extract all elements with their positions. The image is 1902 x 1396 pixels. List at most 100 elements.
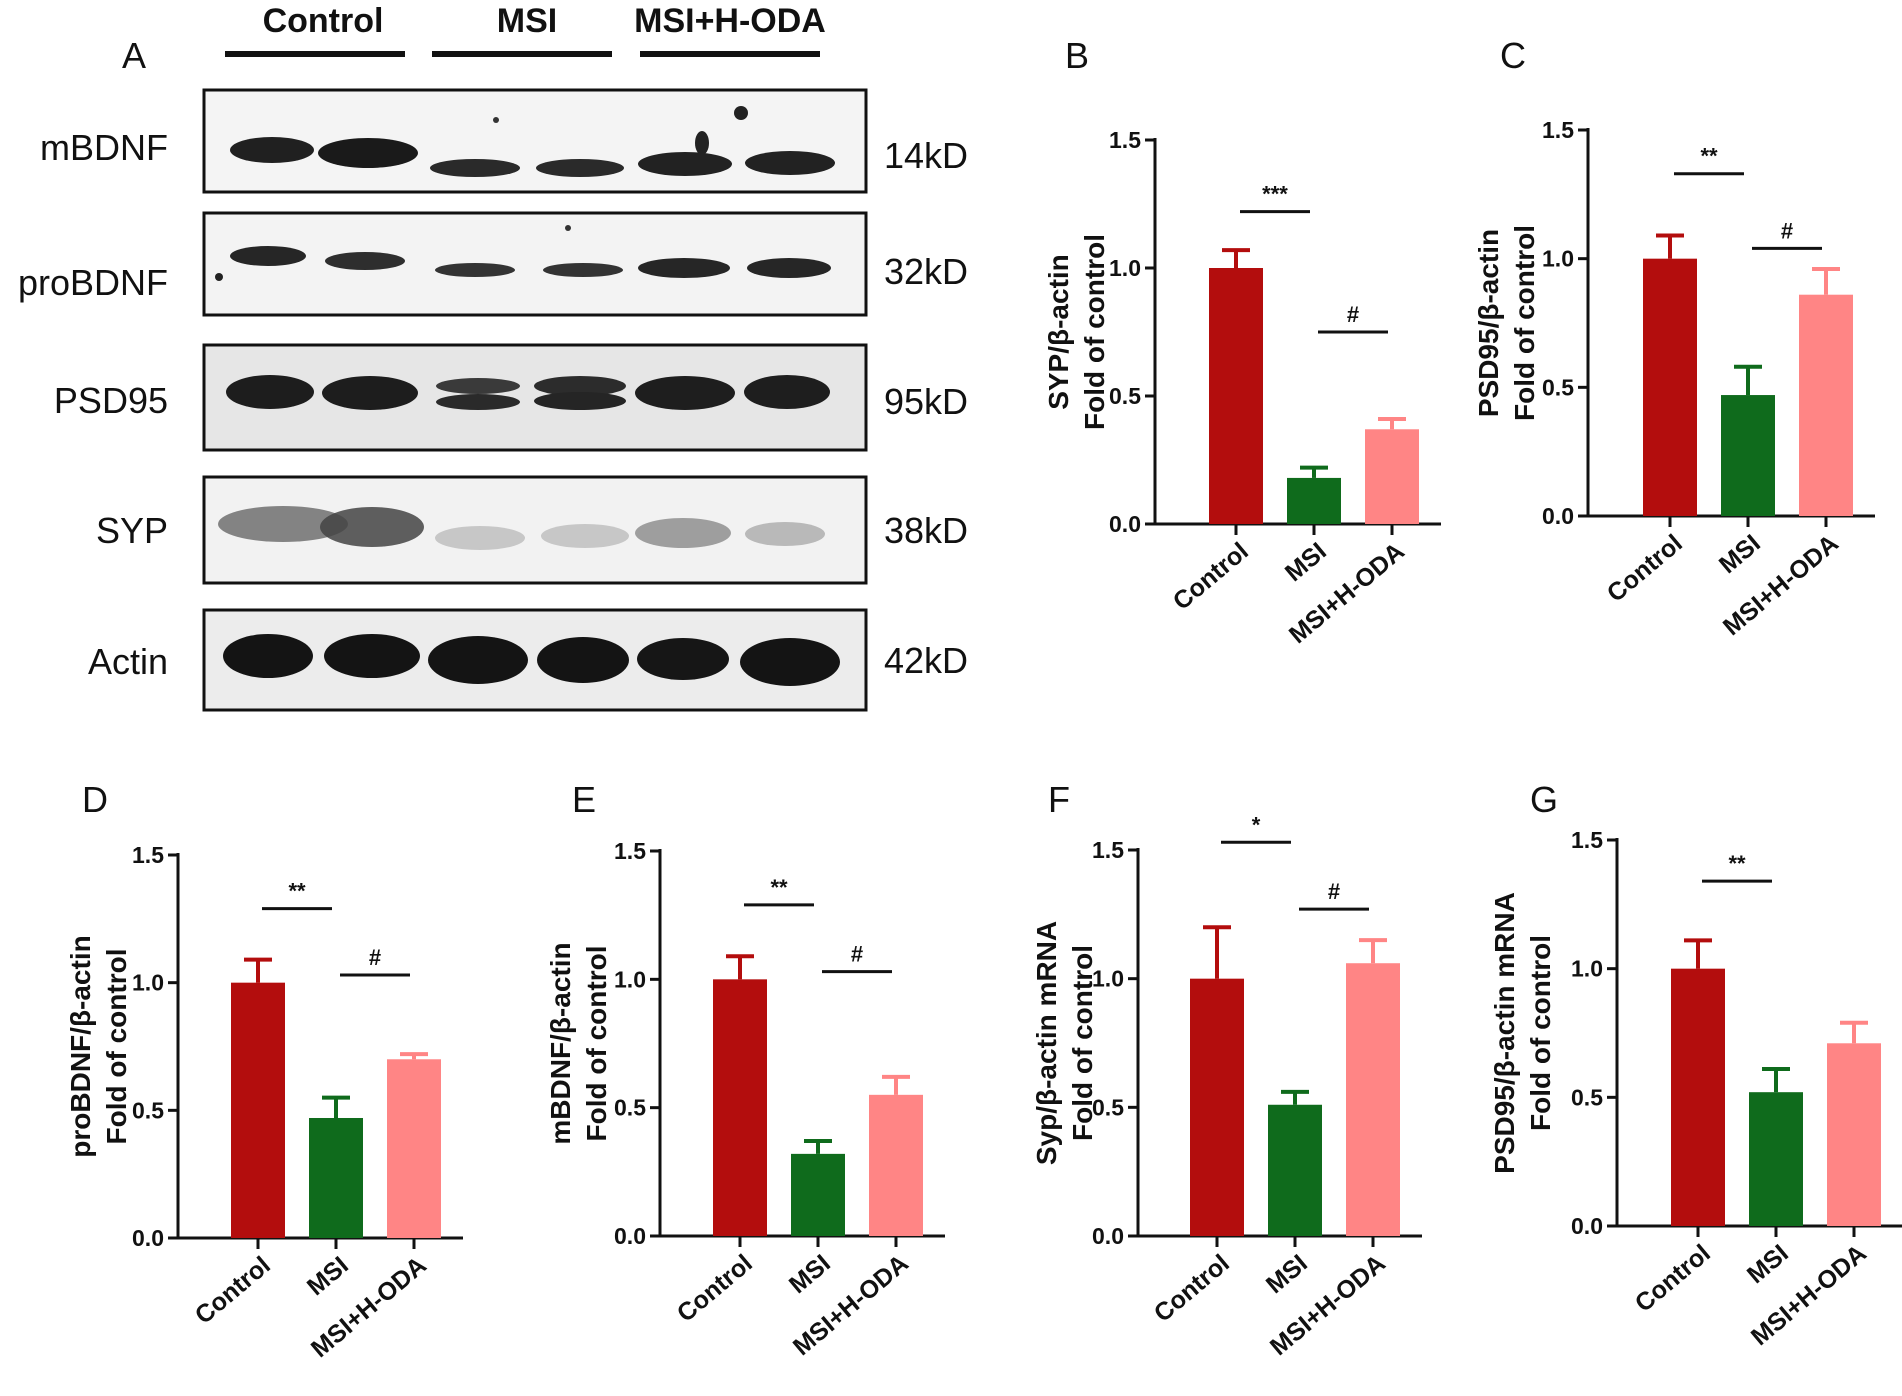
y-tick-label: 1.5 [1542,117,1574,143]
bar-chart-panel-e: E 0.0 0.5 1.0 1.5 mBDNF/β-actin Fold of contro… [545,779,945,1361]
blot-strip-psd95 [202,343,868,452]
y-axis-title: PSD95/β-actin [1473,229,1504,417]
y-tick-label: 0.5 [1542,374,1574,400]
y-tick-label: 1.0 [132,970,164,996]
y-axis-title: Fold of control [1509,225,1540,421]
y-tick-label: 1.0 [1571,956,1603,982]
significance-label: ** [1728,851,1746,876]
bar-msi [309,1117,363,1238]
bar-control [713,979,767,1236]
y-tick-label: 0.5 [1092,1094,1124,1120]
category-label-msi: MSI [784,1249,836,1299]
panel-letter: B [1065,35,1089,76]
blot-strip-probdnf [202,211,868,317]
y-tick-label: 0.0 [1571,1213,1603,1239]
y-tick-label: 1.0 [1092,966,1124,992]
significance-label: *** [1262,182,1288,207]
significance-label: # [369,945,381,970]
blot-row-label-psd95: PSD95 [54,380,168,421]
bar-chart-panel-b: B 0.0 0.5 1.0 1.5 SYP/β-actin Fold of control C… [1043,35,1441,649]
y-tick-label: 1.5 [132,842,164,868]
bar-msi [1287,477,1341,524]
bar-control [1209,268,1263,524]
bar-msi [1749,1092,1803,1226]
blot-group-bar-control [225,51,405,57]
western-blot-panel: A Control MSI MSI+H-ODA mBDNF proBDNF PS… [18,2,968,712]
significance-label: * [1252,812,1261,837]
category-label-msi: MSI [302,1251,354,1301]
bar-msi [791,1153,845,1236]
panel-letter: F [1048,779,1070,820]
category-label-control: Control [1149,1249,1235,1328]
significance-label: # [1781,218,1793,243]
y-tick-label: 0.0 [1542,503,1574,529]
panel-letter: E [572,779,596,820]
category-label-control: Control [1630,1239,1716,1318]
y-tick-label: 0.5 [132,1097,164,1123]
y-tick-label: 1.5 [1092,837,1124,863]
panel-letter: G [1530,779,1558,820]
significance-label: ** [288,879,306,904]
y-axis-title: mBDNF/β-actin [545,942,576,1144]
y-axis-title: PSD95/β-actin mRNA [1489,892,1520,1174]
bar-control [1643,258,1697,516]
y-tick-label: 1.0 [1542,246,1574,272]
panel-letter: C [1500,35,1526,76]
category-label-control: Control [190,1251,276,1330]
bar-msi-hoda [1799,294,1853,516]
bar-chart-panel-f: F 0.0 0.5 1.0 1.5 Syp/β-actin mRNA Fold of con… [1031,779,1422,1361]
panel-letter-a: A [122,35,146,76]
blot-size-mbdnf: 14kD [884,135,968,176]
category-label-msi: MSI [1742,1239,1794,1289]
bar-msi [1268,1104,1322,1236]
blot-strip-actin [202,608,868,712]
bar-msi-hoda [869,1094,923,1236]
bar-chart-panel-c: C 0.0 0.5 1.0 1.5 PSD95/β-actin Fold of contro… [1473,35,1875,641]
y-axis-title: Syp/β-actin mRNA [1031,921,1062,1165]
significance-label: ** [1700,144,1718,169]
bar-msi-hoda [1827,1043,1881,1226]
blot-size-syp: 38kD [884,510,968,551]
y-tick-label: 1.5 [614,838,646,864]
y-axis-title: Fold of control [1525,935,1556,1131]
category-label-msi: MSI [1714,529,1766,579]
y-axis-title: Fold of control [581,946,612,1142]
bar-chart-panel-d: D 0.0 0.5 1.0 1.5 proBDNF/β-actin Fold of cont… [65,779,463,1363]
significance-label: # [851,942,863,967]
bar-chart-panel-g: G 0.0 0.5 1.0 1.5 PSD95/β-actin mRNA Fold of c… [1489,779,1902,1351]
y-tick-label: 0.0 [1092,1223,1124,1249]
y-axis-title: proBDNF/β-actin [65,935,96,1157]
category-label-msi: MSI [1280,537,1332,587]
significance-label: # [1347,302,1359,327]
blot-size-actin: 42kD [884,640,968,681]
blot-group-bar-msi-hoda [640,51,820,57]
significance-label: ** [770,875,788,900]
blot-row-label-actin: Actin [88,641,168,682]
y-tick-label: 1.5 [1571,827,1603,853]
category-label-control: Control [1602,529,1688,608]
blot-row-label-probdnf: proBDNF [18,262,168,303]
y-tick-label: 1.0 [614,966,646,992]
blot-size-probdnf: 32kD [884,251,968,292]
bar-control [1671,968,1725,1226]
y-tick-label: 0.5 [1571,1084,1603,1110]
category-label-control: Control [672,1249,758,1328]
blot-strip-syp [202,475,868,585]
bar-control [1190,978,1244,1236]
blot-group-msi: MSI [497,2,557,40]
y-axis-title: Fold of control [101,949,132,1145]
blot-size-psd95: 95kD [884,381,968,422]
y-tick-label: 1.5 [1109,127,1141,153]
y-tick-label: 0.5 [1109,383,1141,409]
blot-row-label-syp: SYP [96,510,168,551]
y-axis-title: Fold of control [1079,234,1110,430]
y-tick-label: 0.5 [614,1095,646,1121]
blot-group-bar-msi [432,51,612,57]
y-axis-title: Fold of control [1067,945,1098,1141]
bar-msi-hoda [387,1059,441,1238]
bar-msi-hoda [1365,429,1419,524]
panel-letter: D [82,779,108,820]
significance-label: # [1328,879,1340,904]
blot-group-control: Control [263,2,384,40]
